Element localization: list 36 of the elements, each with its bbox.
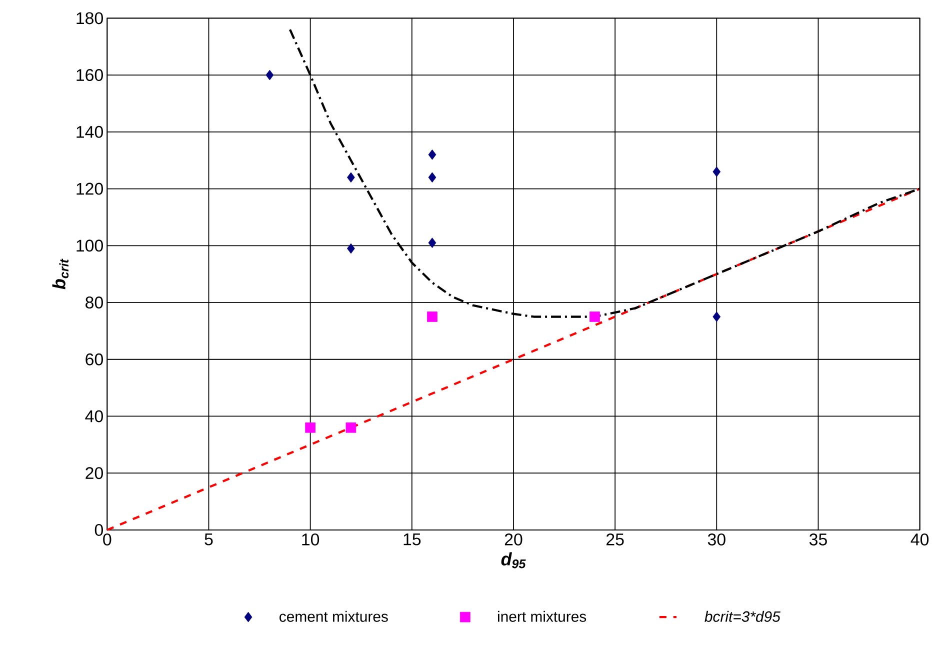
point <box>428 172 436 183</box>
y-tick-label: 140 <box>76 126 103 138</box>
y-tick-label: 60 <box>86 353 103 366</box>
point <box>590 312 600 322</box>
legend-label: cement mixtures <box>280 610 388 622</box>
point <box>428 238 436 248</box>
legend-label: inert mixtures <box>498 610 586 622</box>
x-tick-label: 40 <box>910 533 929 546</box>
x-tick-label: 35 <box>809 533 827 546</box>
point <box>712 166 721 177</box>
y-tick-label: 100 <box>76 240 103 252</box>
point <box>347 172 355 183</box>
y-tick-label: 180 <box>76 12 103 24</box>
point <box>427 312 438 322</box>
x-tick-label: 15 <box>404 533 421 546</box>
point <box>266 70 274 80</box>
x-tick-label: 20 <box>504 533 522 546</box>
point <box>712 312 721 322</box>
point <box>428 149 436 160</box>
x-tick-label: 30 <box>708 533 726 546</box>
x-axis-title: d$_{95}$ <box>501 552 526 568</box>
x-tick-label: 10 <box>302 533 320 546</box>
x-tick-label: 5 <box>204 533 213 546</box>
y-tick-label: 80 <box>86 296 103 308</box>
y-tick-label: 0 <box>94 524 103 536</box>
y-tick-label: 120 <box>76 182 103 195</box>
y-axis-title: b$_{crit}$ <box>52 258 69 290</box>
x-tick-label: 25 <box>606 533 624 546</box>
point <box>346 422 356 433</box>
point <box>305 422 316 433</box>
legend-label: bcrit=3*d95 <box>704 610 780 622</box>
y-tick-label: 40 <box>85 410 103 422</box>
y-tick-label: 20 <box>86 467 103 480</box>
y-tick-label: 160 <box>76 69 103 82</box>
x-tick-label: 0 <box>103 533 112 546</box>
point <box>347 243 355 254</box>
